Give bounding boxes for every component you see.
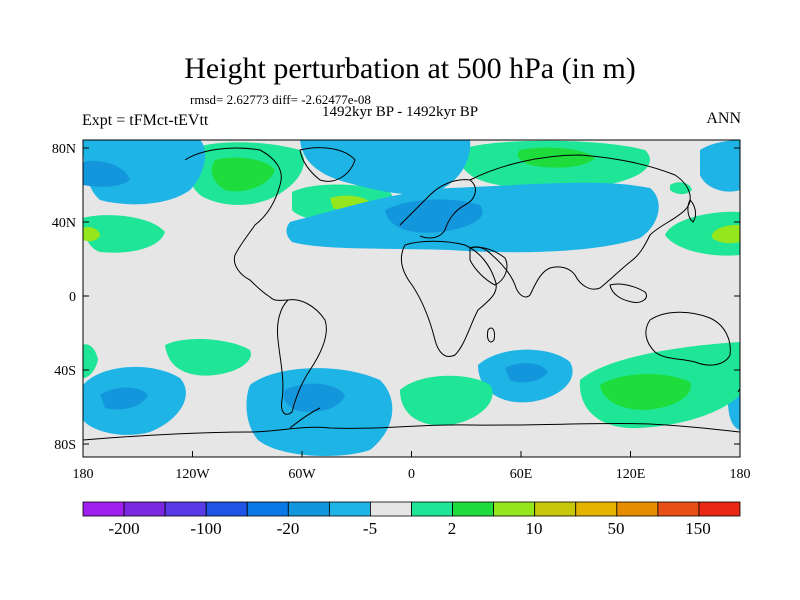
colorbar-swatch — [616, 501, 659, 517]
rmsd-label: rmsd= 2.62773 diff= -2.62477e-08 — [190, 92, 371, 107]
coastline-south-america — [277, 299, 327, 415]
contour-southern-ocean-positive-core — [600, 374, 691, 410]
contour-south-pacific-negative-core — [100, 387, 148, 410]
coastline-japan — [687, 199, 697, 223]
y-tick-label: 40N — [52, 216, 76, 231]
coastline-antarctic-peninsula — [289, 407, 321, 429]
colorbar-label: 150 — [685, 519, 711, 538]
colorbar-swatch — [82, 501, 125, 517]
contour-siberia-positive-core — [517, 147, 595, 168]
x-tick-label: 60E — [510, 467, 533, 482]
y-tick-label: 40S — [54, 364, 76, 379]
colorbar — [82, 501, 741, 517]
axis-ticks — [82, 147, 741, 457]
contour-pacific-east-positive — [83, 215, 165, 253]
y-tick-label: 80S — [54, 438, 76, 453]
y-axis-labels: 80N 40N 0 40S 80S — [52, 142, 76, 453]
coastline-north-america — [184, 147, 289, 301]
contour-indian-ocean-negative-core — [505, 363, 548, 383]
colorbar-swatch — [370, 501, 412, 517]
colorbar-label: -5 — [363, 519, 377, 538]
contour-pacific-west-positive-core — [711, 224, 740, 244]
contour-drake-negative — [246, 368, 393, 456]
colorbar-label: -100 — [190, 519, 221, 538]
contour-south-atlantic-positive — [400, 375, 493, 426]
colorbar-swatch — [287, 501, 330, 517]
colorbar-swatch — [698, 501, 741, 517]
contour-pacific-east-positive-core — [83, 227, 100, 242]
coastline-greenland — [299, 147, 356, 182]
x-tick-label: 120W — [175, 467, 210, 482]
x-tick-label: 180 — [73, 467, 94, 482]
x-axis-labels: 180 120W 60W 0 60E 120E 180 — [73, 467, 751, 482]
contour-arctic-pacific-negative — [83, 140, 206, 205]
y-tick-label: 80N — [52, 142, 76, 157]
coastline-new-zealand — [737, 387, 740, 393]
x-tick-label: 0 — [408, 467, 415, 482]
season-label: ANN — [706, 110, 741, 127]
colorbar-swatch — [123, 501, 166, 517]
period-label: 1492kyr BP - 1492kyr BP — [322, 104, 479, 120]
contour-europe-negative-core — [385, 199, 483, 233]
coastline-southeast-asia — [609, 283, 647, 303]
colorbar-swatch — [493, 501, 536, 517]
colorbar-swatch — [164, 501, 207, 517]
colorbar-label: 10 — [526, 519, 543, 538]
y-tick-label: 0 — [69, 290, 76, 305]
coastline-madagascar — [487, 327, 495, 343]
contour-far-east-negative — [700, 140, 740, 192]
colorbar-labels: -200 -100 -20 -5 2 10 50 150 — [108, 519, 710, 538]
coastline-arabia — [469, 246, 508, 286]
colorbar-swatch — [575, 501, 618, 517]
coastline-africa — [401, 240, 497, 357]
coastline-europe — [399, 179, 476, 239]
colorbar-label: -20 — [277, 519, 300, 538]
colorbar-label: 50 — [608, 519, 625, 538]
contour-arctic-pacific-negative-core — [83, 160, 130, 187]
coastlines — [83, 147, 740, 441]
contour-pacific-west-positive — [665, 211, 740, 256]
x-tick-label: 180 — [730, 467, 751, 482]
colorbar-swatch — [657, 501, 700, 517]
contour-arctic-negative — [300, 140, 471, 195]
colorbar-swatch — [411, 501, 453, 517]
colorbar-label: 2 — [448, 519, 457, 538]
colorbar-swatch — [205, 501, 248, 517]
coastline-australia — [645, 311, 731, 366]
experiment-label: Expt = tFMct-tEVtt — [82, 112, 209, 129]
contour-small-asia-positive — [670, 182, 692, 195]
x-tick-label: 60W — [288, 467, 316, 482]
coastline-asia — [469, 154, 691, 298]
map-title: Height perturbation at 500 hPa (in m) — [184, 52, 636, 85]
colorbar-swatch — [452, 501, 495, 517]
contour-south-east-pacific-positive — [165, 338, 251, 376]
coastline-antarctica — [83, 422, 740, 441]
contour-north-america-positive-core — [211, 157, 275, 192]
x-tick-label: 120E — [616, 467, 646, 482]
colorbar-swatch — [534, 501, 577, 517]
colorbar-swatch — [246, 501, 289, 517]
colorbar-label: -200 — [108, 519, 139, 538]
colorbar-swatch — [328, 501, 371, 517]
